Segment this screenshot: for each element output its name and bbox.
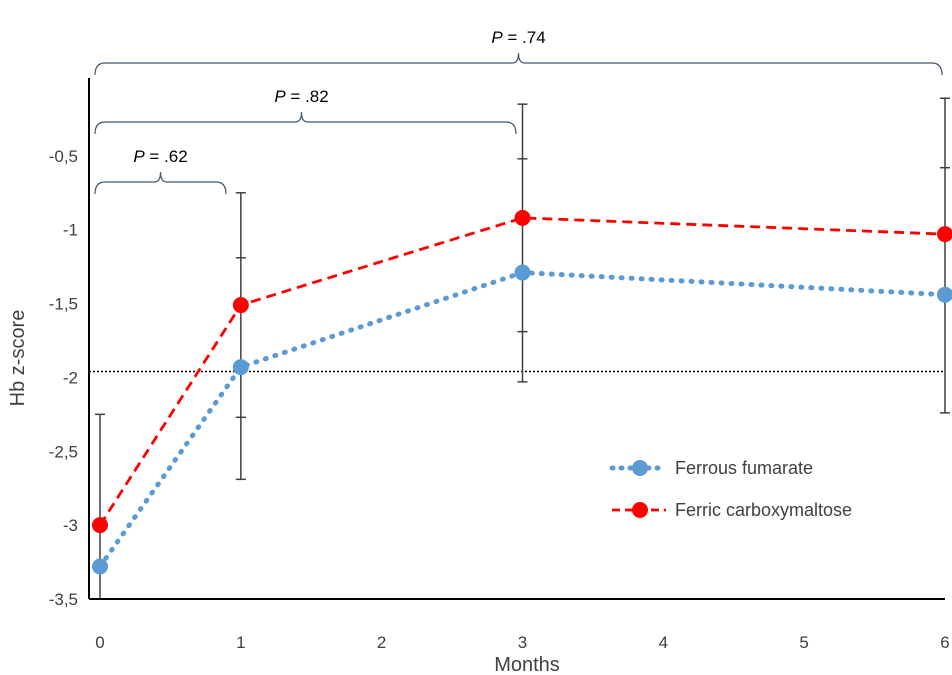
x-tick-label: 3 — [518, 633, 527, 652]
error-bars — [95, 97, 950, 599]
x-tick-label: 5 — [799, 633, 808, 652]
bracket — [94, 111, 517, 135]
legend-label: Ferrous fumarate — [675, 458, 813, 478]
axes: -3,5 -3 -2,5 -2 -1,5 -1 -0,5 0 1 2 3 4 5 6 — [49, 78, 950, 652]
legend: Ferrous fumarate Ferric carboxymaltose — [609, 458, 852, 520]
p-value-label: P = .74 — [491, 28, 545, 47]
x-tick-label: 1 — [236, 633, 245, 652]
bracket — [94, 52, 943, 76]
data-point — [937, 226, 952, 243]
p-value-annotations: P = .62 P = .82 P = .74 — [94, 28, 943, 195]
x-tick-label: 6 — [940, 633, 949, 652]
y-tick-label: -3 — [63, 516, 78, 535]
x-axis-title: Months — [494, 654, 560, 675]
y-tick-label: -0,5 — [49, 147, 78, 166]
data-point — [514, 209, 531, 226]
legend-marker — [632, 460, 648, 476]
series-lines — [92, 209, 952, 575]
series-line-1 — [98, 216, 946, 526]
x-tick-label: 4 — [659, 633, 668, 652]
legend-label: Ferric carboxymaltose — [675, 500, 852, 520]
y-tick-label: -2 — [63, 368, 78, 387]
y-tick-label: -3,5 — [49, 590, 78, 609]
y-axis-title: Hb z-score — [7, 310, 29, 407]
data-point — [937, 286, 952, 303]
legend-marker — [632, 502, 648, 518]
series-line-0 — [97, 270, 948, 570]
p-value-label: P = .82 — [274, 87, 328, 106]
p-value-label: P = .62 — [133, 147, 187, 166]
data-point — [232, 359, 249, 376]
x-tick-label: 0 — [95, 633, 104, 652]
data-point — [92, 558, 108, 575]
x-tick-label: 2 — [377, 633, 386, 652]
bracket — [94, 171, 227, 195]
y-tick-label: -1 — [63, 221, 78, 240]
y-tick-label: -2,5 — [49, 442, 78, 461]
data-point — [92, 517, 108, 534]
y-tick-label: -1,5 — [49, 295, 78, 314]
data-point — [514, 264, 531, 281]
data-point — [232, 297, 249, 314]
